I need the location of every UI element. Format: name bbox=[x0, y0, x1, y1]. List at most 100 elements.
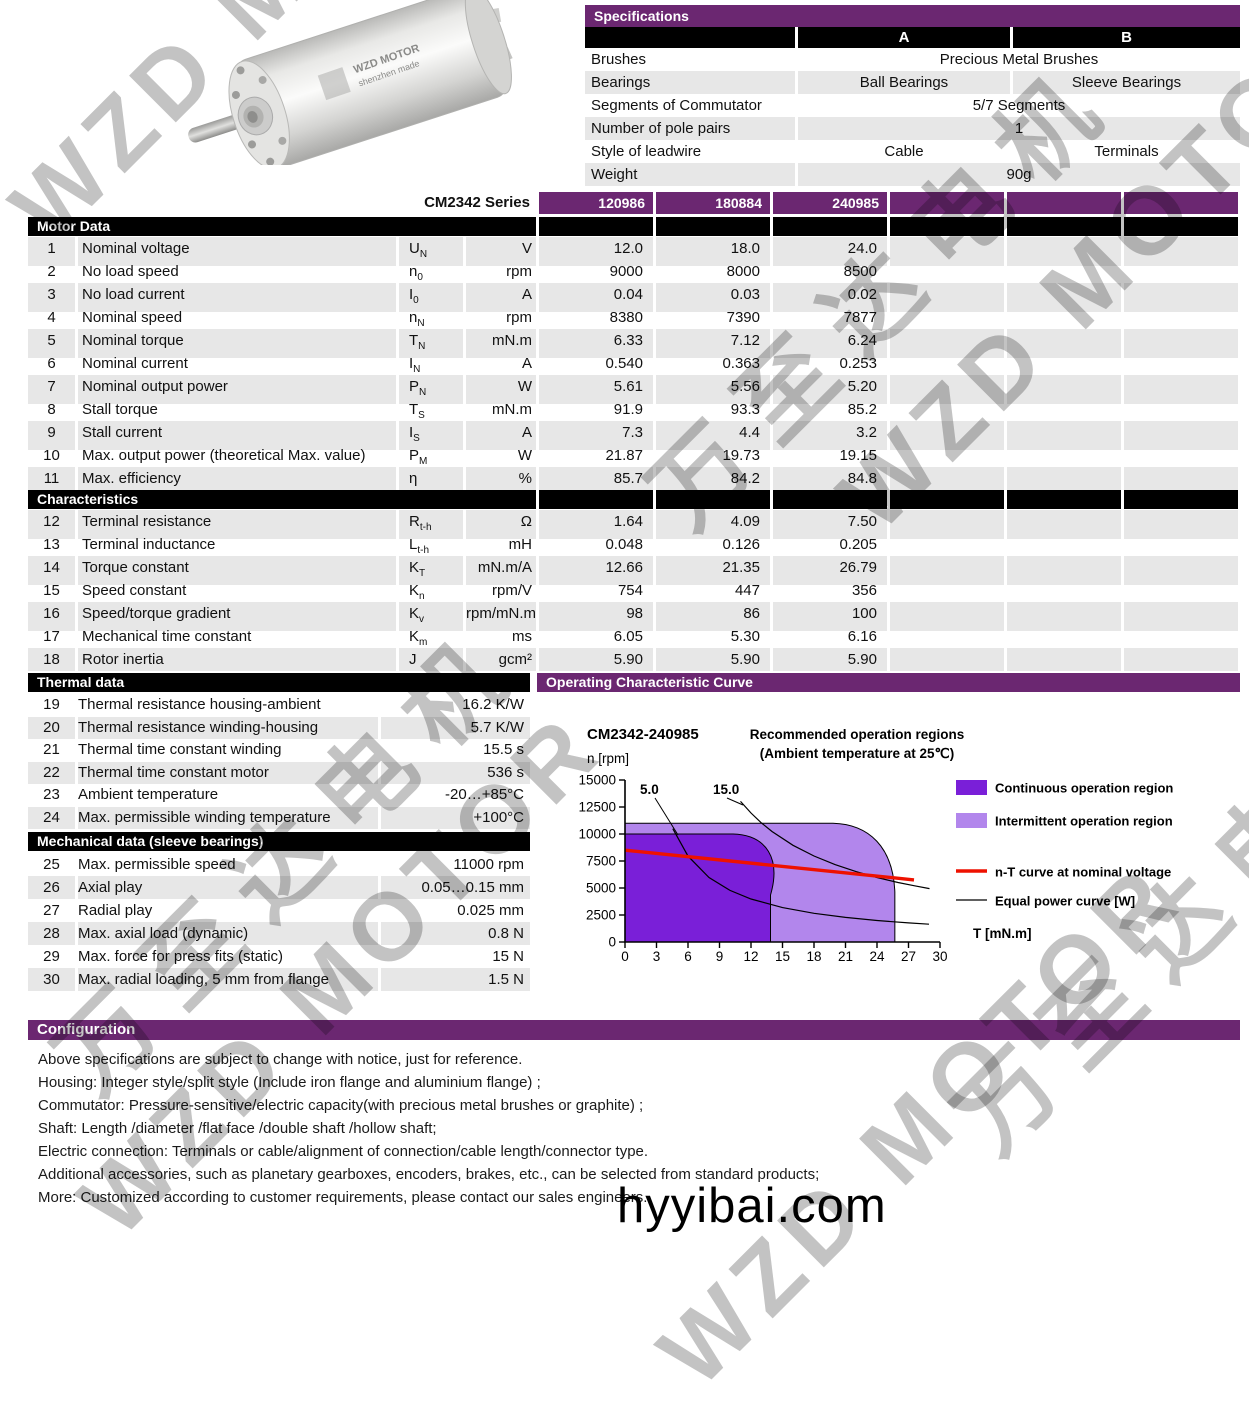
row-value bbox=[890, 421, 1004, 450]
row-value: 0.048 bbox=[605, 536, 643, 553]
row-number: 18 bbox=[28, 648, 75, 671]
motor-data-bar: Motor Data bbox=[28, 217, 1238, 236]
row-value bbox=[890, 283, 1004, 312]
row-symbol: IN bbox=[409, 355, 421, 375]
row-value: 7877 bbox=[843, 309, 877, 326]
row-parameter: Thermal resistance winding-housing bbox=[78, 716, 378, 739]
row-value: 5.7 K/W bbox=[381, 716, 530, 739]
x-tick-label: 30 bbox=[932, 949, 947, 964]
row-unit: V bbox=[466, 237, 536, 266]
row-value bbox=[1124, 329, 1238, 358]
config-line: Housing: Integer style/split style (Incl… bbox=[38, 1074, 541, 1091]
row-value: 0.363 bbox=[722, 355, 760, 372]
table-row: 22 Thermal time constant motor 536 s bbox=[28, 761, 530, 784]
table-row: 2 No load speed n0 rpm 9000 8000 8500 bbox=[28, 260, 1238, 283]
series-header-row: CM2342 Series 120986 180884 240985 bbox=[28, 192, 1238, 214]
equal-power-curve-5w bbox=[672, 828, 930, 925]
chart-ylabel: n [rpm] bbox=[587, 751, 629, 766]
row-number: 19 bbox=[43, 696, 60, 713]
row-value: 4.09 bbox=[656, 510, 770, 539]
row-symbol: TS bbox=[409, 401, 425, 421]
row-parameter: Max. permissible winding temperature bbox=[78, 806, 378, 829]
row-unit: Ω bbox=[466, 510, 536, 539]
row-value: 8000 bbox=[726, 263, 760, 280]
spec-row-label: Number of pole pairs bbox=[585, 117, 795, 140]
row-parameter: Stall current bbox=[78, 421, 396, 450]
row-parameter: Max. axial load (dynamic) bbox=[78, 922, 378, 945]
continuous-region bbox=[624, 833, 775, 943]
row-value bbox=[1007, 421, 1121, 450]
row-parameter: No load speed bbox=[82, 263, 179, 280]
operating-curve-title: Operating Characteristic Curve bbox=[537, 673, 1240, 692]
legend-swatch-continuous bbox=[956, 780, 987, 795]
row-unit: mH bbox=[508, 536, 532, 553]
table-row: 12 Terminal resistance Rt-h Ω 1.64 4.09 7.50 bbox=[28, 510, 1238, 539]
row-symbol: n0 bbox=[409, 263, 423, 283]
row-number: 3 bbox=[28, 283, 75, 312]
row-unit: % bbox=[466, 467, 536, 490]
y-tick-label: 7500 bbox=[586, 854, 616, 869]
row-value: 6.05 bbox=[613, 628, 643, 645]
row-symbol: KT bbox=[399, 556, 463, 585]
section-bar-cell bbox=[656, 217, 770, 236]
legend-swatch-intermittent bbox=[956, 813, 987, 828]
series-label: CM2342 Series bbox=[424, 194, 530, 211]
row-parameter: Ambient temperature bbox=[78, 786, 219, 803]
table-row: 16 Speed/torque gradient Kv rpm/mN.m 98 86 100 bbox=[28, 602, 1238, 631]
config-line: Above specifications are subject to chan… bbox=[38, 1051, 523, 1068]
spec-row: Brushes Precious Metal Brushes bbox=[585, 48, 1240, 71]
row-parameter: Max. output power (theoretical Max. valu… bbox=[82, 447, 366, 464]
legend-label: Intermittent operation region bbox=[995, 814, 1173, 829]
row-value: 16.2 K/W bbox=[462, 696, 524, 713]
x-tick-label: 3 bbox=[653, 949, 661, 964]
chart-subtitle-2: (Ambient temperature at 25℃) bbox=[760, 746, 954, 761]
row-value: 6.24 bbox=[773, 329, 887, 358]
x-tick-label: 12 bbox=[743, 949, 758, 964]
row-value: 754 bbox=[617, 582, 643, 599]
table-row: 17 Mechanical time constant Km ms 6.05 5.30 6.… bbox=[28, 625, 1238, 648]
row-unit: A bbox=[466, 421, 536, 450]
table-row: 7 Nominal output power PN W 5.61 5.56 5.20 bbox=[28, 375, 1238, 404]
row-value bbox=[1124, 375, 1238, 404]
config-line: Commutator: Pressure-sensitive/electric … bbox=[38, 1097, 644, 1114]
row-unit: mN.m/A bbox=[466, 556, 536, 585]
row-unit: rpm/mN.m bbox=[466, 602, 536, 631]
power-curve-label-5: 5.0 bbox=[640, 782, 659, 797]
row-symbol: IS bbox=[399, 421, 463, 450]
row-number: 14 bbox=[28, 556, 75, 585]
row-parameter: Rotor inertia bbox=[78, 648, 396, 671]
x-tick-label: 0 bbox=[621, 949, 629, 964]
y-tick-label: 0 bbox=[608, 935, 616, 950]
spec-row-value-a: Cable bbox=[884, 143, 924, 160]
row-number: 4 bbox=[47, 309, 56, 326]
row-value: 0.205 bbox=[839, 536, 877, 553]
row-number: 9 bbox=[28, 421, 75, 450]
config-line: Additional accessories, such as planetar… bbox=[38, 1166, 820, 1183]
row-value: 18.0 bbox=[656, 237, 770, 266]
legend-label: n-T curve at nominal voltage bbox=[995, 865, 1171, 880]
row-value: 15 N bbox=[492, 948, 524, 965]
spec-row: Bearings Ball Bearings Sleeve Bearings bbox=[585, 71, 1240, 94]
row-unit: W bbox=[466, 375, 536, 404]
row-value: 98 bbox=[539, 602, 653, 631]
row-value: 7.50 bbox=[773, 510, 887, 539]
row-number: 26 bbox=[28, 876, 75, 899]
row-value: 5.90 bbox=[539, 648, 653, 671]
chart-title: CM2342-240985 bbox=[587, 726, 699, 743]
row-symbol: Lt-h bbox=[409, 536, 430, 556]
power-curve-label-15: 15.0 bbox=[713, 782, 739, 797]
row-value bbox=[1007, 556, 1121, 585]
row-symbol: J bbox=[399, 648, 463, 671]
row-value: 5.56 bbox=[656, 375, 770, 404]
row-unit: rpm bbox=[506, 263, 532, 280]
row-value: 7.3 bbox=[539, 421, 653, 450]
row-parameter: Nominal current bbox=[82, 355, 188, 372]
row-parameter: Nominal torque bbox=[78, 329, 396, 358]
chart-subtitle-1: Recommended operation regions bbox=[750, 727, 965, 742]
row-parameter: Speed constant bbox=[82, 582, 187, 599]
row-value: 0.04 bbox=[539, 283, 653, 312]
table-row: 26 Axial play 0.05…0.15 mm bbox=[28, 876, 530, 899]
mechanical-data-bar: Mechanical data (sleeve bearings) bbox=[28, 832, 530, 851]
row-number: 28 bbox=[28, 922, 75, 945]
